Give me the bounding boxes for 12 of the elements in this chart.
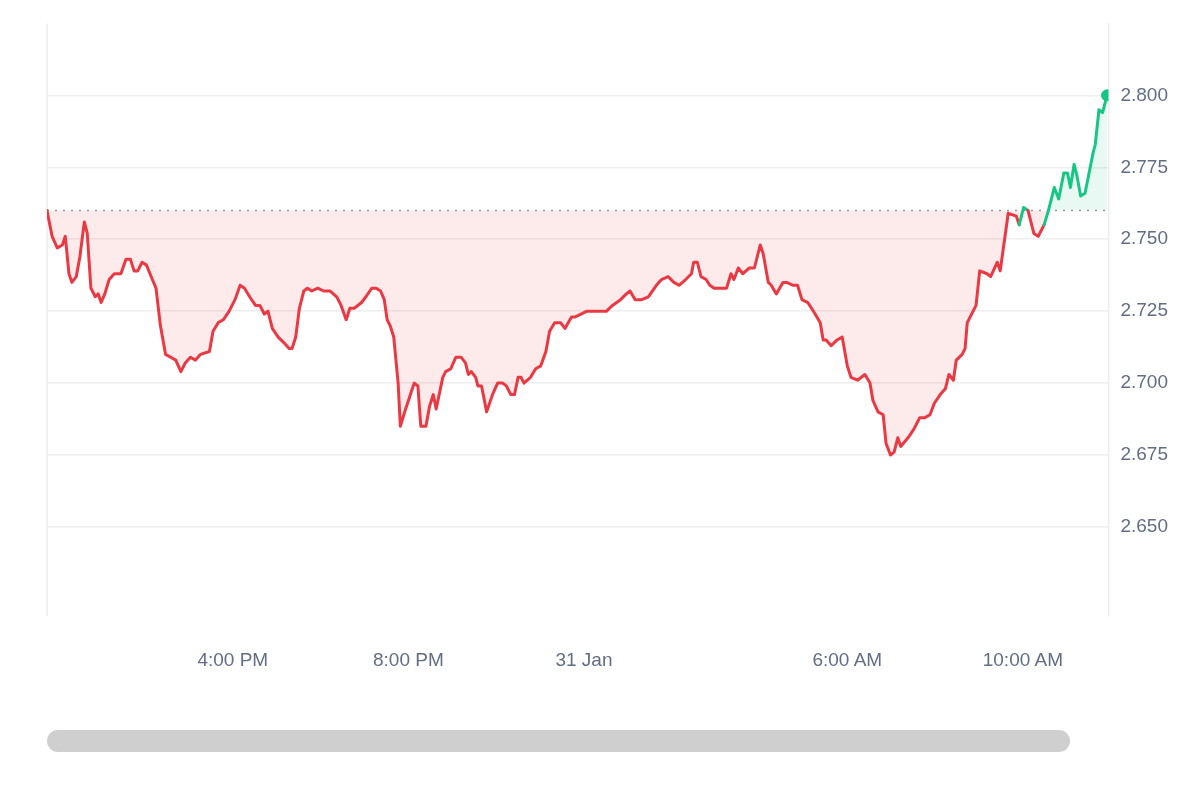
y-tick-label: 2.725 [1120,299,1168,321]
y-tick-label: 2.675 [1120,443,1168,465]
x-tick-label: 4:00 PM [197,648,269,670]
y-tick-label: 2.775 [1120,155,1168,177]
y-tick-label: 2.750 [1120,227,1168,249]
x-tick-label: 10:00 AM [982,648,1063,670]
x-tick-label: 31 Jan [555,648,613,670]
y-tick-label: 2.700 [1120,371,1168,393]
x-tick-label: 8:00 PM [372,648,444,670]
x-tick-label: 6:00 AM [812,648,883,670]
y-tick-label: 2.800 [1120,83,1168,105]
y-tick-label: 2.650 [1120,515,1168,537]
